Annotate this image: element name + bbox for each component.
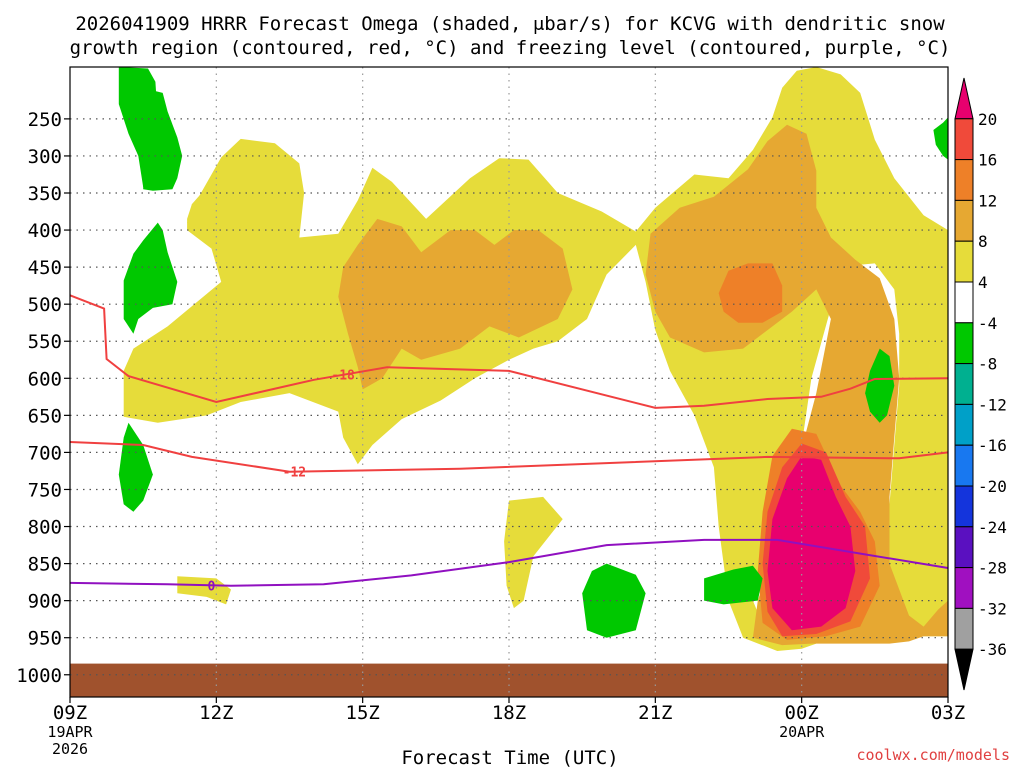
- x-tick-label: 03Z: [931, 702, 965, 724]
- omega-region-neg-4-8: [118, 67, 178, 188]
- x-axis-label: Forecast Time (UTC): [401, 747, 618, 768]
- colorbar-band: [954, 159, 974, 201]
- x-tick-date: 19APR: [47, 723, 93, 741]
- y-tick-label: 1000: [16, 665, 62, 687]
- y-tick-label: 350: [28, 183, 62, 205]
- colorbar-label: -20: [978, 477, 1007, 496]
- colorbar-band: [954, 363, 974, 405]
- contour-line: [69, 538, 949, 587]
- contour-label: 0: [208, 579, 216, 594]
- x-tick-label: 00Z: [785, 702, 819, 724]
- y-tick-label: 400: [28, 220, 62, 242]
- y-tick-label: 450: [28, 257, 62, 279]
- colorbar-label: -28: [978, 559, 1007, 578]
- colorbar-band: [954, 444, 974, 487]
- omega-region-neg-4-8: [933, 117, 948, 160]
- x-tick-year: 2026: [52, 740, 88, 758]
- x-tick-date: 20APR: [779, 723, 825, 741]
- x-tick-label: 21Z: [638, 702, 672, 724]
- omega-region-pos-12-16: [718, 263, 783, 323]
- omega-region-pos-4-8: [187, 193, 209, 238]
- colorbar: 20 16 12 8 4 -4 -8 -12 -16 -20 -24 -28 -32 -36: [954, 77, 1007, 691]
- omega-region-pos-gt-20: [767, 456, 856, 631]
- chart-title-line-2: growth region (contoured, red, °C) and f…: [70, 37, 951, 59]
- x-tick-label: 12Z: [199, 702, 233, 724]
- y-tick-label: 850: [28, 554, 62, 576]
- omega-region-neg-4-8: [123, 222, 178, 334]
- omega-region-neg-4-8: [865, 348, 895, 423]
- omega-region-pos-8-12: [645, 124, 948, 646]
- omega-shading: [70, 67, 948, 697]
- colorbar-label: 12: [978, 191, 997, 210]
- colorbar-band: [954, 567, 974, 609]
- y-tick-label: 700: [28, 442, 62, 464]
- colorbar-band: [954, 485, 974, 528]
- colorbar-label: 20: [978, 110, 997, 129]
- colorbar-label: -32: [978, 599, 1007, 618]
- colorbar-band: [954, 240, 974, 283]
- y-tick-label: 750: [28, 479, 62, 501]
- colorbar-label: -24: [978, 518, 1007, 537]
- y-tick-label: 800: [28, 517, 62, 539]
- omega-region-neg-4-8: [118, 422, 153, 512]
- colorbar-label: -4: [978, 314, 997, 333]
- colorbar-band: [954, 322, 974, 365]
- colorbar-band: [954, 281, 974, 324]
- y-tick-label: 500: [28, 294, 62, 316]
- colorbar-bottom-arrow: [954, 648, 974, 691]
- contour-label: -18: [331, 369, 355, 384]
- omega-region-pos-4-8: [177, 576, 231, 605]
- colorbar-label: 16: [978, 151, 997, 170]
- chart-title-line-1: 2026041909 HRRR Forecast Omega (shaded, …: [75, 13, 945, 35]
- omega-region-neg-4-8: [582, 563, 646, 638]
- colorbar-label: 8: [978, 232, 988, 251]
- grid: [70, 67, 948, 697]
- colorbar-top-arrow: [954, 77, 974, 120]
- contour-label: -12: [283, 466, 306, 481]
- colorbar-label: -36: [978, 640, 1007, 659]
- omega-region-pos-8-12: [338, 218, 573, 390]
- colorbar-label: 4: [978, 273, 988, 292]
- omega-region-pos-4-8: [504, 496, 563, 609]
- y-tick-label: 650: [28, 405, 62, 427]
- colorbar-label: -8: [978, 355, 997, 374]
- colorbar-label: -12: [978, 395, 1007, 414]
- y-tick-label: 300: [28, 146, 62, 168]
- y-tick-label: 950: [28, 628, 62, 650]
- colorbar-band: [954, 526, 974, 569]
- y-tick-label: 900: [28, 591, 62, 613]
- contour-line: [69, 441, 949, 473]
- colorbar-band: [954, 118, 974, 161]
- x-tick-label: 18Z: [492, 702, 526, 724]
- y-tick-label: 600: [28, 368, 62, 390]
- colorbar-label: -16: [978, 436, 1007, 455]
- contour-line: [69, 294, 949, 409]
- x-tick-label: 15Z: [346, 702, 380, 724]
- y-tick-label: 550: [28, 331, 62, 353]
- x-tick-label: 09Z: [53, 702, 87, 724]
- temperature-contours: -18 -12 0: [69, 294, 949, 594]
- colorbar-band: [954, 199, 974, 242]
- colorbar-band: [954, 607, 974, 650]
- axes: 250 300 350 400 450 500 550 600 650 700 750 800 850 9…: [16, 66, 965, 758]
- y-tick-label: 250: [28, 109, 62, 131]
- credit-text: coolwx.com/models: [856, 746, 1010, 764]
- colorbar-band: [954, 403, 974, 446]
- omega-region-neg-4-8: [704, 565, 763, 605]
